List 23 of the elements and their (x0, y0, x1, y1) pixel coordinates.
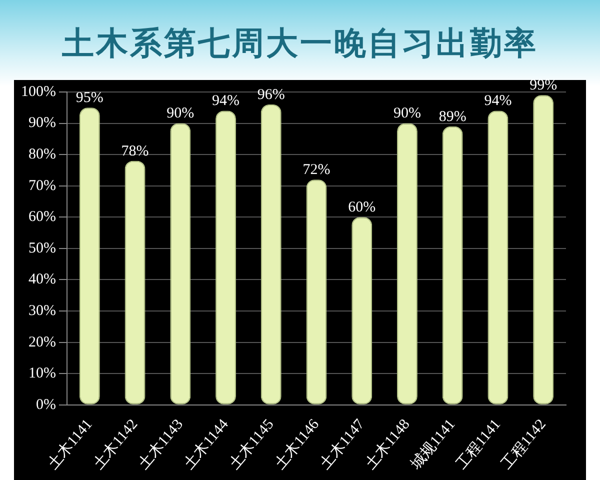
y-tick-label: 50% (28, 240, 56, 256)
data-label: 90% (166, 106, 194, 122)
y-tick-label: 40% (28, 272, 56, 288)
data-label: 90% (393, 106, 421, 122)
data-label: 78% (121, 143, 149, 160)
data-label: 60% (348, 200, 376, 216)
data-label: 94% (484, 93, 512, 110)
y-tick-label: 10% (28, 366, 56, 382)
y-tick-label: 70% (28, 178, 56, 194)
y-tick-label: 80% (28, 146, 56, 163)
data-label: 99% (530, 78, 558, 94)
data-label: 72% (302, 162, 330, 178)
y-tick-label: 60% (28, 209, 56, 226)
chart-title: 土木系第七周大一晚自习出勤率 (61, 23, 539, 64)
y-tick-label: 90% (28, 115, 56, 132)
y-tick-label: 30% (28, 302, 56, 319)
data-label: 89% (438, 108, 466, 125)
data-label: 94% (212, 93, 240, 110)
data-label: 95% (76, 90, 104, 106)
y-tick-label: 100% (20, 84, 56, 100)
y-tick-label: 0% (36, 396, 56, 413)
y-tick-label: 20% (28, 334, 56, 350)
data-label: 96% (257, 86, 285, 103)
